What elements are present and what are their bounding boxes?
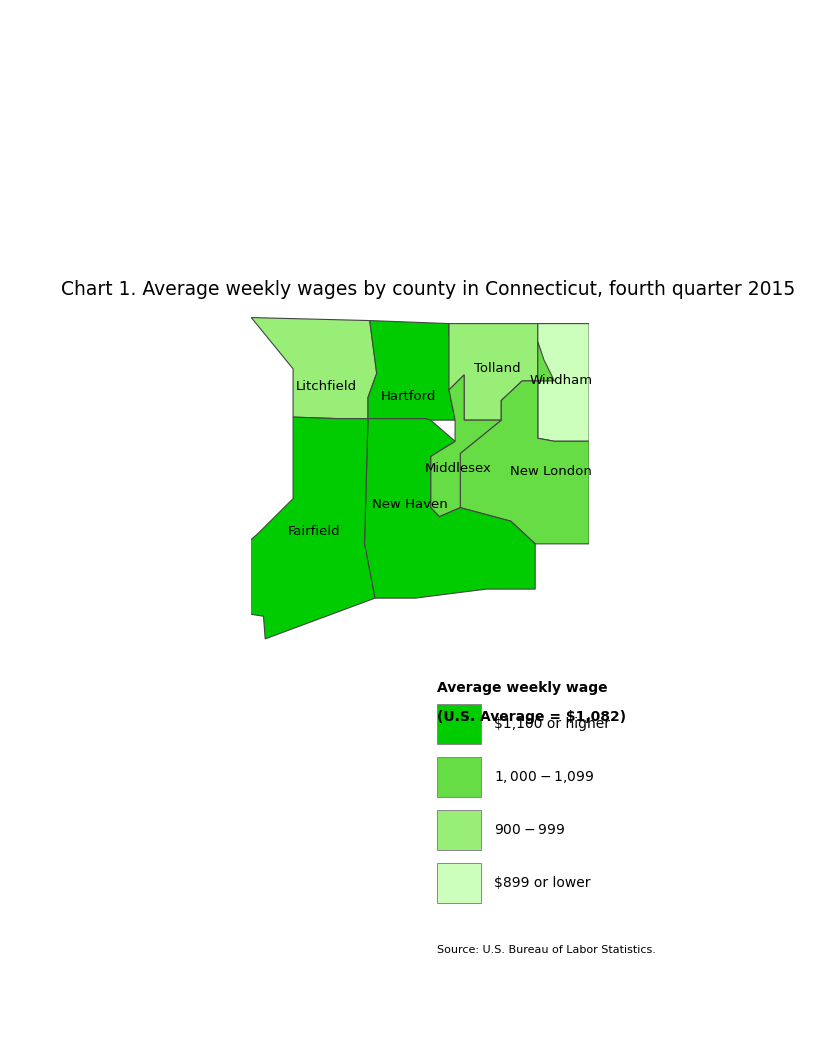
Text: Middlesex: Middlesex (425, 461, 492, 475)
Text: Windham: Windham (530, 375, 593, 388)
Text: (U.S. Average = $1,082): (U.S. Average = $1,082) (437, 710, 626, 723)
Text: $899 or lower: $899 or lower (494, 875, 590, 890)
Text: $1,000-$1,099: $1,000-$1,099 (494, 769, 594, 786)
Polygon shape (368, 321, 464, 420)
Text: Hartford: Hartford (380, 390, 436, 402)
Text: Source: U.S. Bureau of Labor Statistics.: Source: U.S. Bureau of Labor Statistics. (437, 945, 655, 955)
Polygon shape (460, 342, 589, 544)
Polygon shape (251, 318, 377, 418)
Polygon shape (538, 323, 589, 441)
Polygon shape (449, 323, 554, 420)
Text: $900-$999: $900-$999 (494, 823, 565, 837)
Text: New London: New London (510, 465, 592, 478)
Polygon shape (202, 417, 375, 639)
Text: Tolland: Tolland (473, 362, 520, 375)
Polygon shape (365, 418, 535, 598)
Text: Fairfield: Fairfield (288, 525, 340, 539)
Text: Chart 1. Average weekly wages by county in Connecticut, fourth quarter 2015: Chart 1. Average weekly wages by county … (61, 280, 796, 299)
Polygon shape (431, 375, 501, 516)
Text: $1,100 or higher: $1,100 or higher (494, 717, 610, 732)
Text: Litchfield: Litchfield (295, 380, 357, 394)
Text: New Haven: New Haven (372, 498, 448, 511)
Text: Average weekly wage: Average weekly wage (437, 681, 607, 695)
